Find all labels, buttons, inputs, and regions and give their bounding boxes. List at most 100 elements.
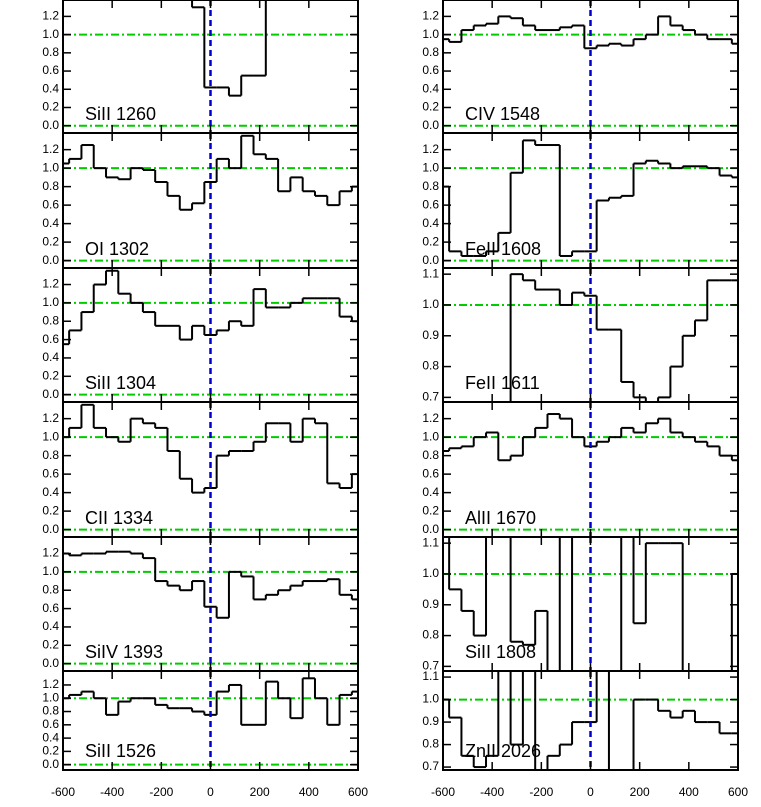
y-tick-label: 0.2 xyxy=(42,503,59,517)
y-tick-label: 0.0 xyxy=(422,253,439,267)
y-tick-label: 1.0 xyxy=(42,295,59,309)
y-tick-label: 1.2 xyxy=(422,9,439,23)
line-label: SiII 1304 xyxy=(85,373,156,393)
line-label: CII 1334 xyxy=(85,508,153,528)
y-tick-label: 0.7 xyxy=(422,390,439,404)
line-label: SiIV 1393 xyxy=(85,642,163,662)
y-tick-label: 0.2 xyxy=(42,100,59,114)
y-tick-label: 0.4 xyxy=(422,485,439,499)
line-label: FeII 1608 xyxy=(465,239,541,259)
y-tick-label: 0.0 xyxy=(422,522,439,536)
y-tick-label: 1.1 xyxy=(422,535,439,549)
y-tick-label: 0.9 xyxy=(422,714,439,728)
y-tick-label: 0.6 xyxy=(42,466,59,480)
y-tick-label: 0.6 xyxy=(42,332,59,346)
y-tick-label: 0.6 xyxy=(42,717,59,731)
y-tick-label: 1.0 xyxy=(422,566,439,580)
y-tick-label: 0.4 xyxy=(42,350,59,364)
y-tick-label: 0.9 xyxy=(422,597,439,611)
y-tick-label: 0.6 xyxy=(42,63,59,77)
x-tick-label: -200 xyxy=(149,785,173,799)
line-label: FeII 1611 xyxy=(465,373,540,393)
y-tick-label: 1.0 xyxy=(42,564,59,578)
y-tick-label: 0.8 xyxy=(42,179,59,193)
y-tick-label: 0.4 xyxy=(422,216,439,230)
y-tick-label: 0.8 xyxy=(42,582,59,596)
y-tick-label: 0.8 xyxy=(42,704,59,718)
line-label: CIV 1548 xyxy=(465,104,540,124)
y-tick-label: 1.0 xyxy=(422,160,439,174)
y-tick-label: 1.0 xyxy=(422,297,439,311)
y-tick-label: 1.2 xyxy=(42,677,59,691)
y-tick-label: 0.2 xyxy=(42,744,59,758)
y-tick-label: 0.8 xyxy=(422,359,439,373)
y-tick-label: 1.2 xyxy=(422,411,439,425)
x-tick-label: 200 xyxy=(630,785,650,799)
y-tick-label: 0.6 xyxy=(42,601,59,615)
panel xyxy=(443,671,738,770)
line-label: ZnII 2026 xyxy=(465,741,541,761)
y-tick-label: 0.2 xyxy=(42,637,59,651)
y-tick-label: 0.7 xyxy=(422,659,439,673)
x-tick-label: 0 xyxy=(207,785,214,799)
y-tick-label: 0.4 xyxy=(42,81,59,95)
y-tick-label: 1.0 xyxy=(422,692,439,706)
y-tick-label: 0.2 xyxy=(422,100,439,114)
line-label: OI 1302 xyxy=(85,239,149,259)
y-tick-label: 0.2 xyxy=(422,503,439,517)
y-tick-label: 0.6 xyxy=(42,197,59,211)
y-tick-label: 0.4 xyxy=(42,619,59,633)
y-tick-label: 0.4 xyxy=(42,730,59,744)
line-label: AlII 1670 xyxy=(465,508,536,528)
y-tick-label: 0.8 xyxy=(42,313,59,327)
y-tick-label: 0.8 xyxy=(422,45,439,59)
x-tick-label: 0 xyxy=(587,785,594,799)
panel xyxy=(443,537,738,671)
y-tick-label: 0.4 xyxy=(422,81,439,95)
y-tick-label: 0.4 xyxy=(42,216,59,230)
y-tick-label: 0.9 xyxy=(422,328,439,342)
x-tick-label: -400 xyxy=(480,785,504,799)
x-tick-label: -600 xyxy=(51,785,75,799)
panel xyxy=(63,268,358,402)
y-tick-label: 1.2 xyxy=(42,411,59,425)
y-tick-label: 0.0 xyxy=(42,757,59,771)
y-tick-label: 1.2 xyxy=(422,142,439,156)
y-tick-label: 1.1 xyxy=(422,266,439,280)
y-tick-label: 1.2 xyxy=(42,277,59,291)
y-tick-label: 0.2 xyxy=(42,234,59,248)
x-tick-label: 600 xyxy=(348,785,368,799)
y-tick-label: 1.0 xyxy=(42,429,59,443)
line-label: SiII 1808 xyxy=(465,642,536,662)
y-tick-label: 0.0 xyxy=(42,253,59,267)
y-tick-label: 0.0 xyxy=(42,387,59,401)
y-tick-label: 0.8 xyxy=(422,737,439,751)
y-tick-label: 1.0 xyxy=(422,27,439,41)
line-label: SiII 1260 xyxy=(85,104,156,124)
y-tick-label: 0.2 xyxy=(42,368,59,382)
y-tick-label: 0.7 xyxy=(422,759,439,773)
y-tick-label: 0.0 xyxy=(42,118,59,132)
y-tick-label: 0.0 xyxy=(422,118,439,132)
y-tick-label: 1.0 xyxy=(42,160,59,174)
y-tick-label: 0.8 xyxy=(42,45,59,59)
y-tick-label: 1.0 xyxy=(42,690,59,704)
y-tick-label: 1.2 xyxy=(42,9,59,23)
y-tick-label: 0.6 xyxy=(422,63,439,77)
x-tick-label: -200 xyxy=(529,785,553,799)
y-tick-label: 1.1 xyxy=(422,669,439,683)
y-tick-label: 1.0 xyxy=(42,27,59,41)
y-tick-label: 0.8 xyxy=(422,628,439,642)
x-tick-label: 600 xyxy=(728,785,748,799)
x-tick-label: -400 xyxy=(100,785,124,799)
y-tick-label: 0.8 xyxy=(422,448,439,462)
y-tick-label: 0.0 xyxy=(42,656,59,670)
y-tick-label: 0.0 xyxy=(42,522,59,536)
y-tick-label: 1.2 xyxy=(42,142,59,156)
x-tick-label: -600 xyxy=(431,785,455,799)
y-tick-label: 1.2 xyxy=(42,546,59,560)
x-tick-label: 400 xyxy=(679,785,699,799)
y-tick-label: 0.8 xyxy=(42,448,59,462)
x-tick-label: 200 xyxy=(250,785,270,799)
